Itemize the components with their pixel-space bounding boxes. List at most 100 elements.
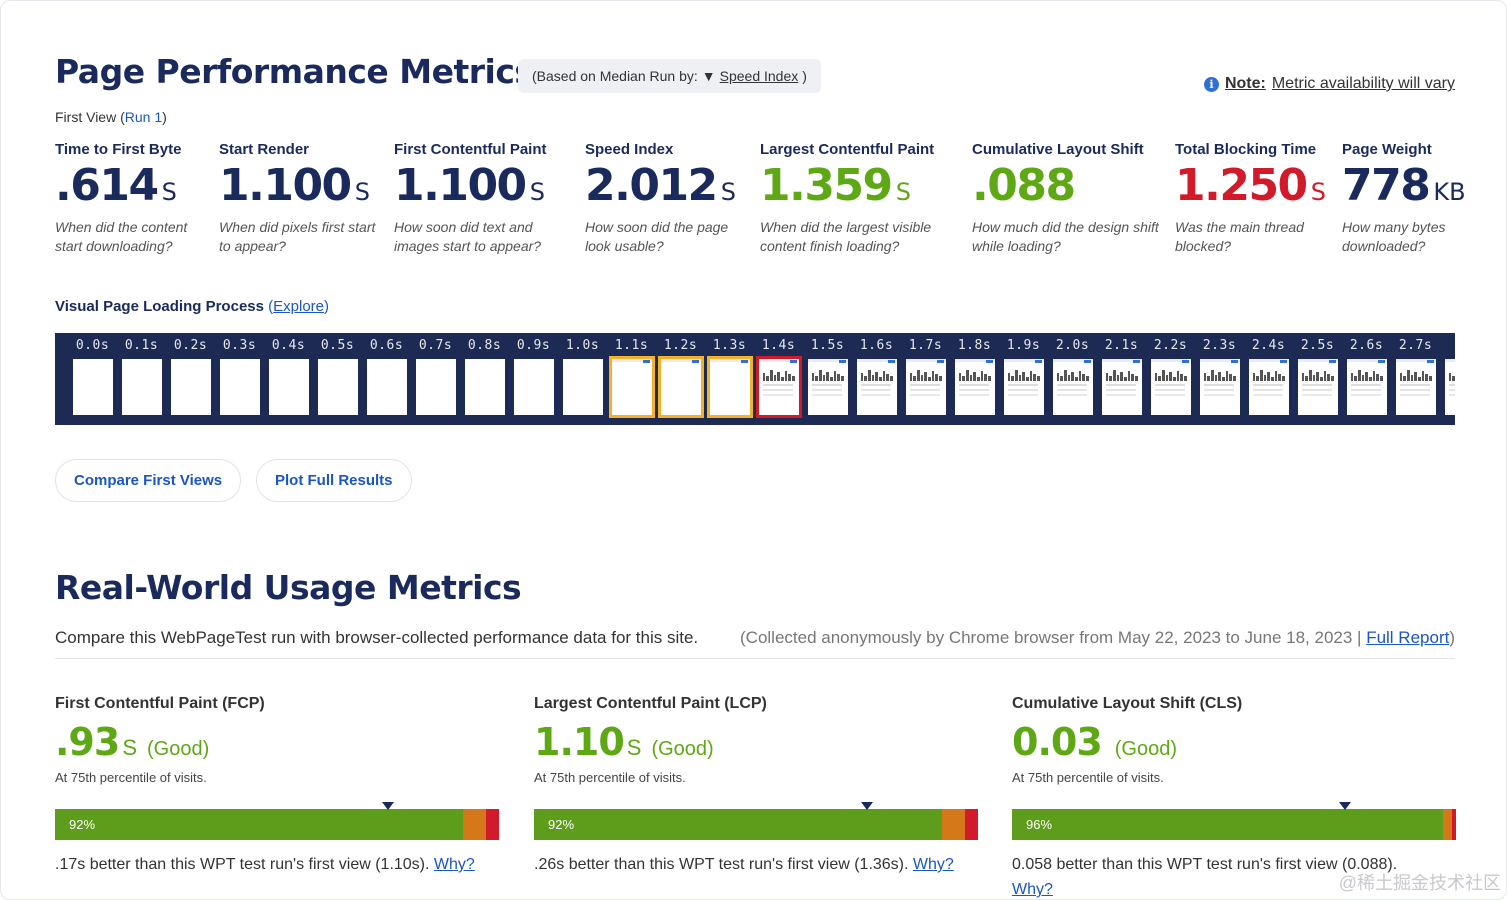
frame-thumbnail[interactable] xyxy=(562,359,603,415)
metric-note[interactable]: i Note: Metric availability will vary xyxy=(1203,75,1455,93)
filmstrip-frame[interactable]: 1.9s xyxy=(999,333,1048,415)
note-text[interactable]: Metric availability will vary xyxy=(1271,75,1455,92)
frame-thumbnail[interactable] xyxy=(608,356,655,418)
frame-thumbnail[interactable] xyxy=(121,359,162,415)
frame-thumbnail[interactable] xyxy=(657,356,704,418)
explore-open: ( xyxy=(263,298,274,315)
frame-thumbnail[interactable] xyxy=(1003,359,1044,415)
frame-thumbnail[interactable] xyxy=(905,359,946,415)
filmstrip-frame[interactable]: 2.2s xyxy=(1146,333,1195,415)
collected-text: (Collected anonymously by Chrome browser… xyxy=(740,628,1367,647)
filmstrip-frame[interactable]: 0.3s xyxy=(215,333,264,415)
frame-thumbnail[interactable] xyxy=(1052,359,1093,415)
run-link[interactable]: Run 1 xyxy=(124,109,163,125)
frame-thumbnail[interactable] xyxy=(317,359,358,415)
frame-thumbnail[interactable] xyxy=(1199,359,1240,415)
filmstrip-frame[interactable]: 1.2s xyxy=(656,333,705,418)
filmstrip-frame[interactable]: 1.3s xyxy=(705,333,754,418)
plot-full-results-button[interactable]: Plot Full Results xyxy=(256,459,412,502)
crux-rating: (Good) xyxy=(147,738,210,760)
metric-label: First Contentful Paint xyxy=(394,141,547,158)
metric-label: Cumulative Layout Shift xyxy=(972,141,1144,158)
median-prefix: (Based on Median Run by: xyxy=(532,68,698,84)
filmstrip-frame[interactable]: 0.5s xyxy=(313,333,362,415)
frame-header-bar xyxy=(856,359,897,362)
filmstrip-frame[interactable]: 0.9s xyxy=(509,333,558,415)
filmstrip-frame[interactable]: 2.4s xyxy=(1244,333,1293,415)
frame-thumbnail[interactable] xyxy=(170,359,211,415)
frame-thumbnail[interactable] xyxy=(1150,359,1191,415)
median-metric-select[interactable]: Speed Index xyxy=(719,68,799,84)
good-segment: 96% xyxy=(1012,809,1443,840)
frame-thumbnail[interactable] xyxy=(1297,359,1338,415)
watermark: @稀土掘金技术社区 xyxy=(1338,873,1501,893)
frame-time-label: 0.0s xyxy=(75,338,110,353)
filmstrip-frame[interactable]: 1.4s xyxy=(754,333,803,418)
filmstrip-frame[interactable]: 1.1s xyxy=(607,333,656,418)
why-link[interactable]: Why? xyxy=(1012,881,1053,898)
frame-thumbnail[interactable] xyxy=(1395,359,1436,415)
full-report-link[interactable]: Full Report xyxy=(1366,628,1450,647)
frame-thumbnail[interactable] xyxy=(513,359,554,415)
filmstrip-frame[interactable]: 2.0s xyxy=(1048,333,1097,415)
frame-thumbnail[interactable] xyxy=(807,359,848,415)
filmstrip-frame[interactable]: 1.0s xyxy=(558,333,607,415)
filmstrip-frame[interactable]: 1.6s xyxy=(852,333,901,415)
good-segment: 92% xyxy=(534,809,943,840)
filmstrip-frame[interactable]: 0.2s xyxy=(166,333,215,415)
filmstrip-frame[interactable]: 0.0s xyxy=(68,333,117,415)
frame-thumbnail[interactable] xyxy=(1444,359,1455,415)
filmstrip-frame[interactable]: 2 xyxy=(1440,333,1455,415)
frame-thumbnail[interactable] xyxy=(219,359,260,415)
frame-thumbnail[interactable] xyxy=(1248,359,1289,415)
frame-header-bar xyxy=(660,359,701,362)
frame-thumbnail[interactable] xyxy=(366,359,407,415)
filmstrip-frame[interactable]: 0.6s xyxy=(362,333,411,415)
median-run-selector[interactable]: (Based on Median Run by: ▼ Speed Index) xyxy=(518,59,821,93)
metric-cls: Cumulative Layout Shift .088 How much di… xyxy=(972,141,1162,256)
compare-first-views-button[interactable]: Compare First Views xyxy=(55,459,242,502)
frame-accent-mark xyxy=(887,360,895,363)
filmstrip-frame[interactable]: 0.1s xyxy=(117,333,166,415)
filmstrip-frame[interactable]: 0.7s xyxy=(411,333,460,415)
frame-header-bar xyxy=(1003,359,1044,362)
metric-label: Start Render xyxy=(219,141,310,158)
poor-segment xyxy=(1451,809,1456,840)
filmstrip-frame[interactable]: 2.7s xyxy=(1391,333,1440,415)
crux-comparison: 0.058 better than this WPT test run's fi… xyxy=(1012,852,1432,900)
frame-thumbnail[interactable] xyxy=(856,359,897,415)
frame-thumbnail[interactable] xyxy=(415,359,456,415)
metric-number: 1.250 xyxy=(1175,160,1308,211)
metric-description: How many bytes downloaded? xyxy=(1342,219,1446,254)
metric-lcp: Largest Contentful Paint 1.359 S When did… xyxy=(760,141,955,256)
filmstrip-frame[interactable]: 1.5s xyxy=(803,333,852,415)
explore-link[interactable]: Explore xyxy=(273,298,324,315)
filmstrip-frame[interactable]: 2.6s xyxy=(1342,333,1391,415)
frame-thumbnail[interactable] xyxy=(464,359,505,415)
frame-time-label: 2.2s xyxy=(1153,338,1188,353)
frame-thumbnail[interactable] xyxy=(755,356,802,418)
filmstrip[interactable]: 0.0s 0.1s 0.2s 0.3s 0.4s 0.5s 0.6s 0.7s 0.8s 0.9s… xyxy=(55,333,1455,425)
frame-thumbnail[interactable] xyxy=(1346,359,1387,415)
frame-thumbnail[interactable] xyxy=(1101,359,1142,415)
why-link[interactable]: Why? xyxy=(912,856,954,873)
frame-content-icon xyxy=(1203,369,1236,381)
frame-time-label: 0.9s xyxy=(516,338,551,353)
filmstrip-frame[interactable]: 2.5s xyxy=(1293,333,1342,415)
why-link[interactable]: Why? xyxy=(433,856,475,873)
metric-label: Largest Contentful Paint xyxy=(760,141,935,158)
filmstrip-frame[interactable]: 1.8s xyxy=(950,333,999,415)
frame-thumbnail[interactable] xyxy=(72,359,113,415)
filmstrip-frame[interactable]: 1.7s xyxy=(901,333,950,415)
frame-thumbnail[interactable] xyxy=(706,356,753,418)
frame-thumbnail[interactable] xyxy=(954,359,995,415)
crux-label: First Contentful Paint (FCP) xyxy=(55,695,265,712)
metric-number: 2.012 xyxy=(585,160,718,211)
filmstrip-frame[interactable]: 0.4s xyxy=(264,333,313,415)
filmstrip-frame[interactable]: 0.8s xyxy=(460,333,509,415)
frame-thumbnail[interactable] xyxy=(268,359,309,415)
filmstrip-frame[interactable]: 2.3s xyxy=(1195,333,1244,415)
crux-percentile: At 75th percentile of visits. xyxy=(534,770,686,785)
crux-percentile: At 75th percentile of visits. xyxy=(55,770,207,785)
filmstrip-frame[interactable]: 2.1s xyxy=(1097,333,1146,415)
